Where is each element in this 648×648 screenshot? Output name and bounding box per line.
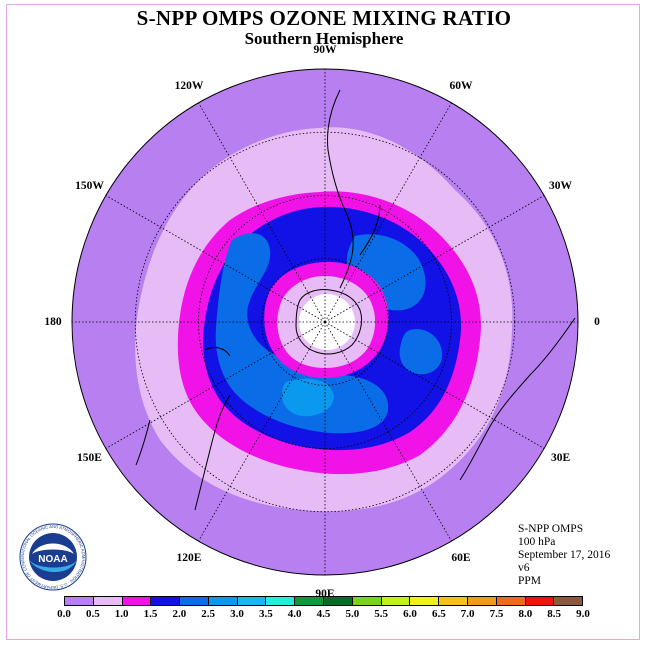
- meridian-line: [105, 321, 326, 449]
- meridian-line: [198, 321, 326, 542]
- latitude-circle: [198, 195, 452, 449]
- legend-ticks: 0.0 0.5 1.0 1.5 2.0 2.5 3.0 3.5 4.0 4.5 5.0 5.5 6.0 6…: [57, 608, 590, 622]
- legend-tick-label: 1.0: [114, 608, 129, 620]
- legend-swatch: [266, 597, 296, 605]
- legend-tick-label: 4.5: [316, 608, 331, 620]
- info-units: PPM: [518, 575, 542, 587]
- field-2.0-2.5: [215, 233, 389, 434]
- legend-swatch: [410, 597, 440, 605]
- field-no-data: [299, 294, 355, 350]
- legend-tick-label: 5.5: [374, 608, 389, 620]
- legend-swatch: [237, 597, 267, 605]
- longitude-label: 90W: [313, 44, 337, 56]
- info-instrument: S-NPP OMPS: [518, 523, 584, 535]
- legend-swatch: [525, 597, 555, 605]
- coastlines: [135, 89, 576, 511]
- legend-swatch: [180, 597, 209, 605]
- legend-colorbar: [64, 596, 583, 606]
- legend-tick-label: 7.5: [489, 608, 504, 620]
- legend-tick-label: 0.5: [85, 608, 100, 620]
- longitude-label: 150E: [76, 452, 102, 464]
- longitude-label: 30W: [549, 180, 573, 192]
- legend-tick-label: 5.0: [345, 608, 360, 620]
- legend-tick-label: 7.0: [460, 608, 475, 620]
- legend-swatch: [151, 597, 181, 605]
- legend-tick-label: 2.0: [172, 608, 187, 620]
- noaa-logo: NOAA NATIONAL OCEANIC AND ATMOSPHERIC AD…: [18, 522, 87, 591]
- field-2.0-2.5-se: [399, 329, 443, 375]
- legend-swatch: [496, 597, 526, 605]
- legend-tick-label: 6.5: [431, 608, 446, 620]
- latitude-circle: [134, 131, 516, 513]
- longitude-label: 30E: [550, 452, 571, 464]
- noaa-logo-text: NOAA: [38, 554, 67, 565]
- legend-swatch: [352, 597, 382, 605]
- graticule: [72, 69, 578, 575]
- info-date: September 17, 2016: [518, 549, 611, 561]
- chart-title: S-NPP OMPS OZONE MIXING RATIO: [136, 6, 512, 30]
- field-2.5-3.0: [282, 378, 334, 417]
- longitude-label: 150W: [75, 180, 104, 192]
- info-block: S-NPP OMPS 100 hPa September 17, 2016 v6…: [518, 523, 610, 588]
- legend-swatch: [295, 597, 325, 605]
- legend-tick-label: 8.5: [547, 608, 562, 620]
- legend-swatch: [439, 597, 468, 605]
- legend-swatch: [554, 597, 583, 605]
- legend-swatch: [208, 597, 238, 605]
- meridian-line: [324, 321, 545, 449]
- legend-swatch: [65, 597, 94, 605]
- meridian-line: [324, 321, 452, 542]
- legend-swatch: [93, 597, 123, 605]
- legend-tick-label: 3.5: [258, 608, 273, 620]
- longitude-label: 120W: [174, 80, 204, 93]
- legend-swatch: [467, 597, 497, 605]
- legend-tick-label: 6.0: [403, 608, 417, 620]
- legend-tick-label: 0.0: [57, 608, 71, 620]
- legend-tick-label: 2.5: [201, 608, 216, 620]
- legend-tick-label: 1.5: [143, 608, 158, 620]
- legend-tick-label: 8.0: [518, 608, 533, 620]
- info-level: 100 hPa: [518, 536, 556, 548]
- longitude-label: 120E: [176, 551, 202, 564]
- legend-swatch: [381, 597, 411, 605]
- latitude-circle: [261, 258, 389, 386]
- longitude-label: 180: [44, 316, 62, 328]
- legend-swatch: [324, 597, 353, 605]
- longitude-label: 60W: [449, 80, 473, 93]
- plot-frame: [6, 4, 640, 640]
- info-version: v6: [518, 562, 530, 574]
- legend-swatch: [122, 597, 152, 605]
- legend-tick-label: 3.0: [230, 608, 244, 620]
- legend-tick-label: 9.0: [576, 608, 590, 620]
- globe-outline: [71, 68, 579, 576]
- legend-tick-label: 4.0: [287, 608, 302, 620]
- longitude-label: 60E: [451, 551, 471, 564]
- longitude-label: 0: [594, 316, 600, 328]
- chart-subtitle: Southern Hemisphere: [244, 29, 404, 48]
